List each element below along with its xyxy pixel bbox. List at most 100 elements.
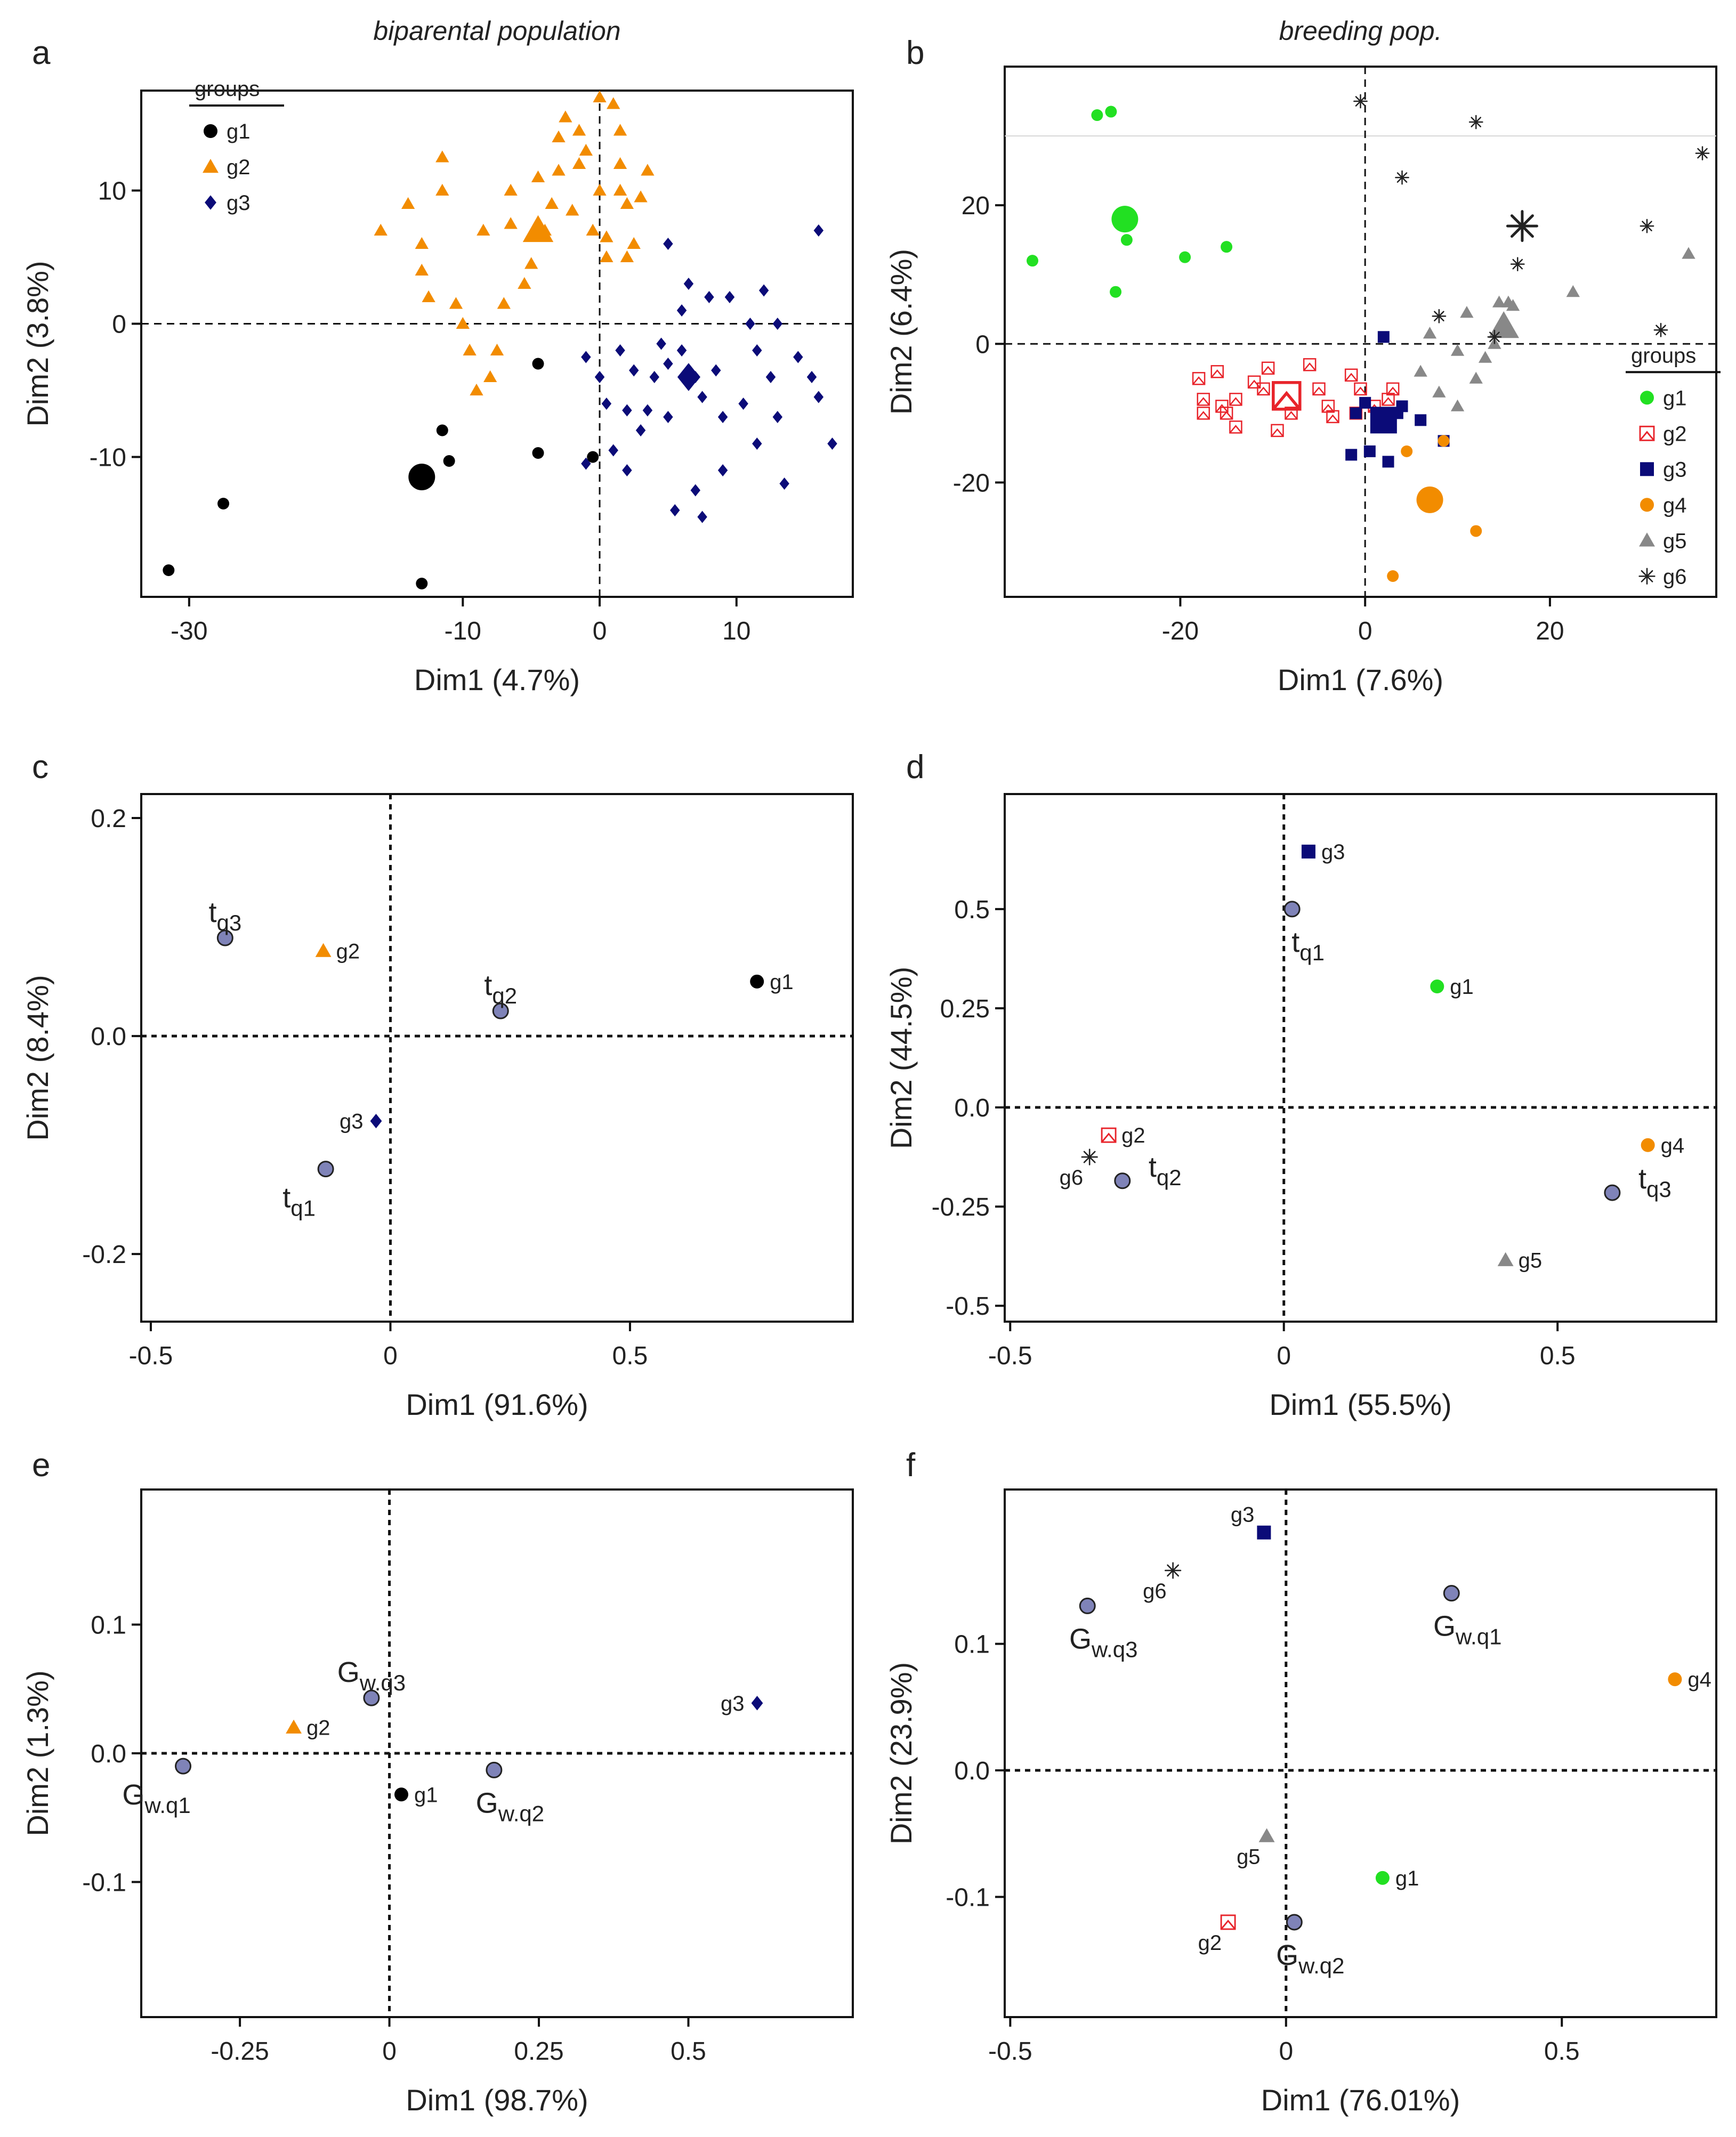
x-axis-label: Dim1 (7.6%): [1278, 663, 1443, 697]
group-label: g2: [1198, 1931, 1222, 1955]
vector-label-main: G: [1276, 1939, 1298, 1971]
group-label: g6: [1060, 1166, 1084, 1189]
vector-label-sub: q1: [1299, 940, 1325, 965]
legend-title: groups: [1631, 344, 1696, 367]
vector-label-main: G: [476, 1787, 498, 1819]
vector-point: [1443, 1585, 1460, 1602]
data-point: [601, 397, 612, 410]
vector-label-sub: w.q1: [1455, 1624, 1501, 1649]
group-label: g1: [1395, 1867, 1419, 1890]
data-point: [663, 237, 673, 250]
data-point: [581, 351, 591, 363]
data-point: [436, 424, 448, 436]
x-tick-label: 0.5: [612, 1342, 648, 1370]
vector-label-sub: q3: [1646, 1177, 1672, 1202]
marker-cross: [1229, 425, 1242, 434]
vector-point: [216, 929, 233, 946]
data-point: [415, 263, 429, 276]
data-point: [422, 290, 435, 302]
panel-title: breeding pop.: [1279, 16, 1442, 46]
y-tick-label: 0.0: [91, 1023, 126, 1051]
data-point: [1415, 414, 1427, 426]
asterisk-stroke: [1471, 117, 1482, 127]
data-point: [1197, 407, 1210, 420]
data-point: [1460, 306, 1474, 318]
group-label: g1: [1450, 975, 1474, 999]
x-tick-label: -0.25: [211, 2037, 269, 2066]
marker-cross: [1271, 428, 1284, 437]
data-point: [717, 410, 728, 424]
marker-square: [1197, 393, 1210, 406]
data-point: [566, 204, 579, 216]
panel-letter: b: [906, 35, 924, 71]
series-g2: [374, 90, 655, 395]
marker-cross: [1210, 369, 1224, 378]
y-tick-label: 0.1: [91, 1612, 126, 1640]
data-point: [676, 344, 687, 357]
y-tick-label: 0: [975, 330, 990, 359]
marker-cross: [1285, 411, 1298, 420]
x-tick-label: 0: [593, 617, 607, 645]
panel-letter: f: [906, 1447, 916, 1484]
vector-label-main: t: [1638, 1163, 1646, 1195]
group-label: g5: [1519, 1249, 1543, 1273]
group-label: g4: [1687, 1668, 1711, 1691]
panel-c: c -0.5 0 0.5 -0.2 0.0 0.2 Dim1 (91.6%) Dim2 (8.4…: [21, 749, 854, 1421]
plot-frame: [140, 793, 854, 1323]
data-point: [765, 370, 776, 384]
vector-point: [1114, 1172, 1131, 1189]
data-point: [683, 277, 694, 290]
asterisk-stroke: [1396, 172, 1408, 183]
data-point: [587, 451, 599, 463]
x-tick-label: 0: [1277, 1342, 1291, 1370]
vector-label-sub: w.q2: [1298, 1953, 1344, 1978]
data-point: [579, 143, 593, 156]
x-tick-label: 10: [722, 617, 750, 645]
marker-cross: [1192, 376, 1206, 385]
data-point: [1353, 94, 1368, 109]
vector-label-main: G: [122, 1779, 144, 1811]
group-label: g3: [721, 1692, 745, 1715]
data-point: [1229, 393, 1242, 406]
data-point: [1653, 322, 1668, 337]
data-point: [772, 410, 783, 424]
data-point: [1321, 400, 1335, 413]
data-point: [676, 304, 687, 317]
data-point: [697, 391, 707, 403]
marker-square: [1101, 1127, 1117, 1143]
data-point: [593, 90, 607, 102]
y-axis-label: Dim2 (23.9%): [884, 1662, 918, 1844]
data-point: [217, 498, 230, 509]
vector-point: [1079, 1597, 1096, 1614]
vector-label-main: t: [484, 969, 492, 1001]
marker-square: [1271, 424, 1284, 438]
marker-square: [1192, 372, 1206, 385]
group-label: g2: [336, 940, 360, 964]
data-point: [1257, 382, 1270, 396]
vector-label: tq1: [1291, 926, 1325, 965]
asterisk-stroke: [1167, 1564, 1180, 1577]
legend-entry: g6: [1663, 565, 1687, 588]
group-point-g3: [1257, 1525, 1271, 1540]
data-point: [1682, 247, 1695, 259]
x-tick-label: 0: [383, 1342, 398, 1370]
y-tick-label: -0.25: [932, 1193, 990, 1221]
marker-cross: [1262, 366, 1275, 375]
data-point: [634, 190, 648, 203]
panel-letter: c: [32, 749, 49, 786]
data-point: [1110, 286, 1122, 298]
y-axis-label: Dim2 (8.4%): [21, 975, 54, 1140]
panel-letter: a: [32, 35, 51, 71]
series-g1: [163, 358, 599, 589]
y-tick-label: 0.25: [940, 995, 990, 1023]
marker-square: [1312, 382, 1326, 396]
marker-cross: [1345, 373, 1358, 382]
data-point: [1359, 396, 1371, 409]
y-tick-label: 10: [98, 177, 126, 206]
data-point: [490, 343, 504, 355]
data-point: [1354, 382, 1367, 396]
group-point-g1: [394, 1787, 409, 1802]
marker-square: [1220, 407, 1233, 420]
data-point: [1192, 372, 1206, 385]
x-tick-label: 0.5: [1540, 1342, 1576, 1370]
